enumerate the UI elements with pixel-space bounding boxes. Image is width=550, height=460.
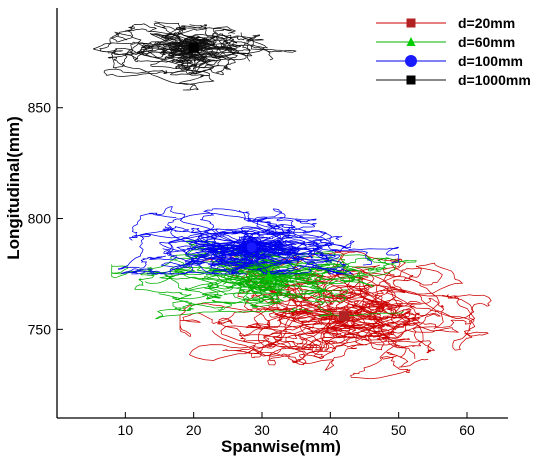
trajectory-line	[118, 232, 236, 270]
trajectory-line	[197, 236, 292, 267]
x-tick-label: 10	[118, 422, 134, 438]
trajectory-line	[333, 277, 475, 332]
axes	[56, 8, 508, 419]
trajectory-line	[201, 247, 354, 275]
trajectory-line	[150, 26, 268, 66]
y-axis-title: Longitudinal(mm)	[4, 116, 23, 260]
trajectory-line	[111, 264, 323, 299]
legend-marker	[406, 75, 416, 85]
trajectory-line	[239, 258, 406, 337]
trajectory-line	[154, 21, 253, 71]
legend-label: d=60mm	[458, 34, 515, 50]
trajectory-line	[299, 304, 441, 358]
trajectory-line	[137, 46, 222, 75]
legend-item: d=60mm	[376, 34, 515, 50]
trajectory-line	[273, 325, 372, 364]
trajectory-line	[216, 254, 387, 287]
series-traces	[93, 21, 297, 91]
legend-marker	[406, 18, 416, 28]
y-axis-ticks: 750 800 850	[28, 100, 63, 337]
x-tick-label: 50	[391, 422, 407, 438]
trajectory-line	[167, 51, 215, 85]
mean-marker	[188, 42, 199, 53]
trajectory-line	[120, 250, 247, 275]
trajectory-line	[211, 247, 341, 275]
x-axis-title: Spanwise(mm)	[221, 437, 341, 456]
trajectory-line	[134, 270, 245, 300]
legend-marker	[405, 55, 417, 67]
legend-marker	[406, 36, 416, 47]
legend-item: d=1000mm	[376, 72, 531, 88]
legend-label: d=20mm	[458, 15, 515, 31]
trajectory-line	[265, 264, 408, 329]
trajectory-line	[231, 223, 372, 266]
trajectory-line	[289, 305, 429, 380]
trajectory-line	[150, 22, 224, 63]
legend-item: d=20mm	[376, 15, 515, 31]
trajectory-line	[235, 242, 329, 259]
trajectory-line	[211, 312, 385, 366]
mean-position-markers	[188, 42, 349, 322]
legend-label: d=1000mm	[458, 72, 531, 88]
y-tick-label: 850	[28, 100, 52, 116]
trajectory-line	[216, 232, 330, 275]
trajectory-line	[184, 280, 404, 317]
y-tick-label: 800	[28, 211, 52, 227]
trajectory-line	[288, 271, 406, 318]
mean-marker	[339, 311, 349, 322]
trajectory-line	[129, 226, 281, 256]
trajectory-line	[204, 241, 347, 275]
trajectory-line	[240, 208, 324, 254]
x-tick-label: 60	[459, 422, 475, 438]
trajectory-line	[200, 255, 357, 332]
trajectory-line	[134, 36, 217, 63]
trajectory-line	[325, 286, 411, 338]
trajectory-line	[173, 34, 297, 53]
trajectory-line	[179, 39, 274, 61]
legend: d=20mm d=60mm d=100mm d=1000mm	[376, 15, 531, 88]
legend-item: d=100mm	[376, 53, 523, 69]
trajectory-line	[375, 288, 492, 351]
trajectory-line	[158, 283, 282, 311]
trajectory-line	[247, 280, 348, 303]
x-tick-label: 20	[186, 422, 202, 438]
trajectory-line	[167, 208, 274, 253]
mean-marker	[263, 270, 274, 281]
y-tick-label: 750	[28, 321, 52, 337]
trajectory-line	[155, 269, 313, 320]
trajectory-line	[160, 230, 259, 269]
trajectory-line	[162, 224, 296, 264]
x-tick-label: 40	[323, 422, 339, 438]
x-tick-label: 30	[254, 422, 270, 438]
trajectory-line	[93, 30, 202, 54]
x-axis-ticks: 10 20 30 40 50 60	[118, 412, 475, 438]
legend-label: d=100mm	[458, 53, 523, 69]
trajectory-traces	[93, 21, 492, 380]
trajectory-line	[131, 213, 266, 274]
mean-marker	[246, 242, 257, 253]
